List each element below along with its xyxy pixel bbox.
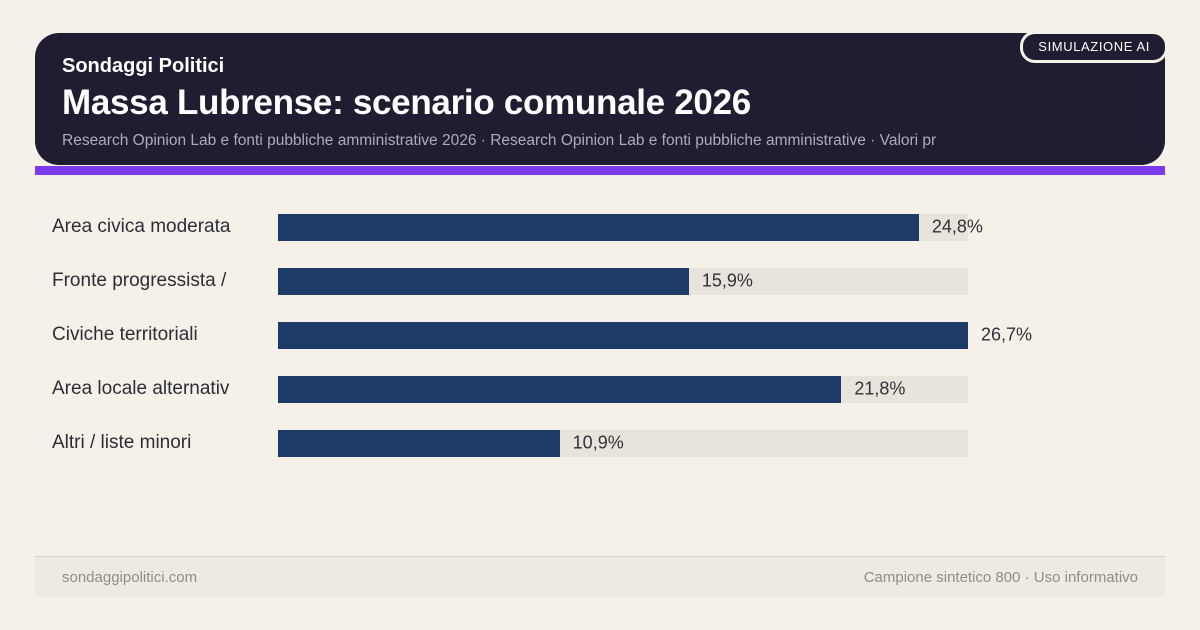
bar-track: 15,9%: [278, 267, 968, 295]
footer-note: Campione sintetico 800 · Uso informativo: [863, 568, 1138, 586]
bar-value-label: 24,8%: [931, 216, 983, 237]
chart-row: Area civica moderata 24,8%: [52, 200, 1162, 254]
bar-category-label: Area locale alternativ: [52, 378, 230, 399]
bar-category-label: Civiche territoriali: [52, 324, 198, 345]
chart-row: Fronte progressista / 15,9%: [52, 254, 1162, 308]
bar-fill: [278, 213, 919, 241]
bar-track: 26,7%: [278, 321, 1032, 349]
footer-domain: sondaggipolitici.com: [62, 568, 198, 586]
bar-chart: Area civica moderata 24,8% Fronte progress…: [52, 200, 1162, 470]
bar-value-label: 10,9%: [572, 432, 624, 453]
bar-category-label: Altri / liste minori: [52, 432, 192, 453]
accent-divider: [35, 166, 1165, 175]
ai-simulation-badge: SIMULAZIONE AI: [1020, 31, 1168, 63]
chart-row: Altri / liste minori 10,9%: [52, 416, 1162, 470]
page-title: Massa Lubrense: scenario comunale 2026: [62, 83, 751, 122]
bar-fill: [278, 375, 842, 403]
bar-category-label: Area civica moderata: [52, 216, 231, 237]
chart-row: Civiche territoriali 26,7%: [52, 308, 1162, 362]
bar-value-label: 15,9%: [701, 270, 753, 291]
bar-value-label: 26,7%: [981, 324, 1033, 345]
footer: sondaggipolitici.com Campione sintetico …: [35, 556, 1165, 597]
chart-row: Area locale alternativ 21,8%: [52, 362, 1162, 416]
bar-fill: [278, 429, 560, 457]
bar-fill: [278, 321, 968, 349]
bar-fill: [278, 267, 689, 295]
bar-track: 24,8%: [278, 213, 983, 241]
bar-track: 10,9%: [278, 429, 968, 457]
bar-category-label: Fronte progressista /: [52, 270, 227, 291]
site-name: Sondaggi Politici: [62, 55, 225, 77]
page-subtitle: Research Opinion Lab e fonti pubbliche a…: [62, 132, 937, 150]
header-card: Sondaggi Politici Massa Lubrense: scenar…: [35, 33, 1165, 165]
bar-track: 21,8%: [278, 375, 968, 403]
bar-value-label: 21,8%: [854, 378, 906, 399]
